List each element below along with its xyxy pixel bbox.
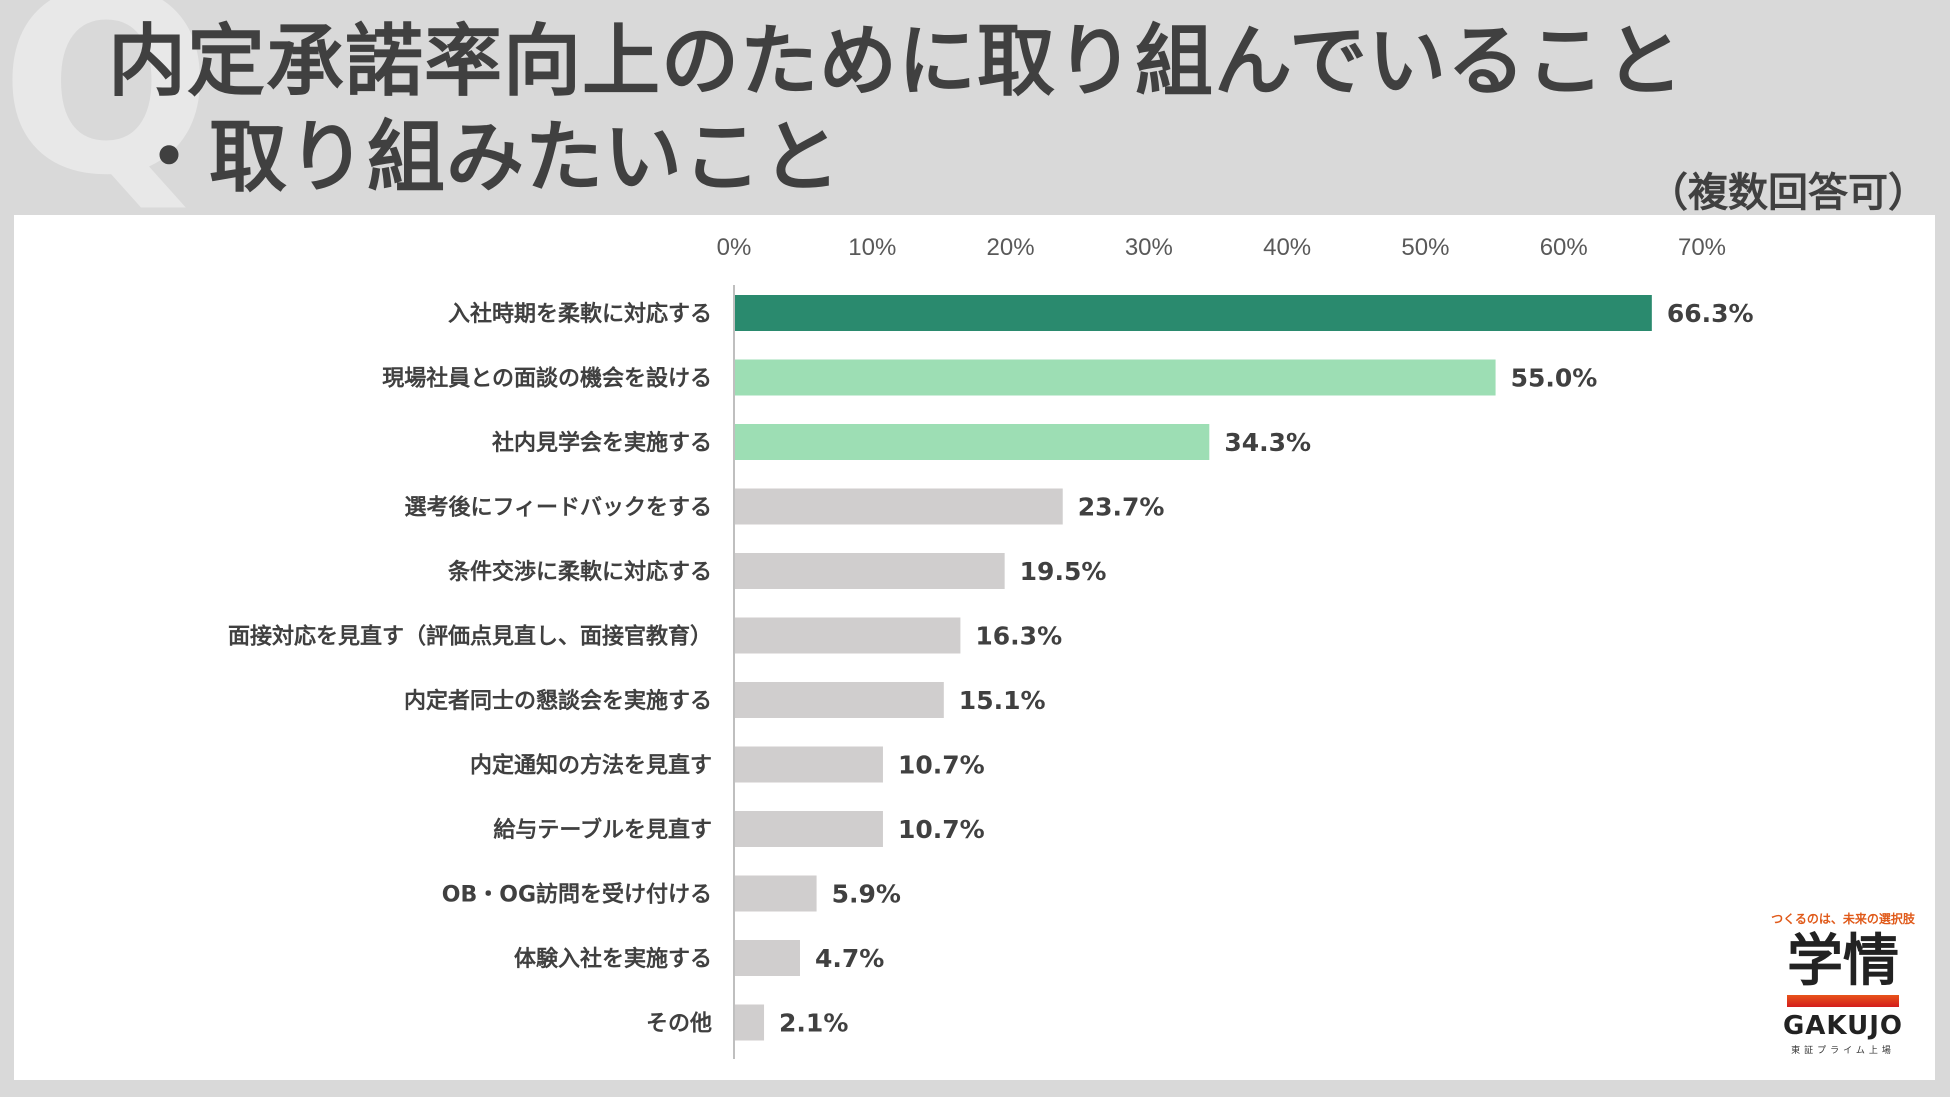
x-tick-label: 40% bbox=[1263, 234, 1311, 261]
logo-tagline: つくるのは、未来の選択肢 bbox=[1771, 912, 1915, 926]
category-label: 社内見学会を実施する bbox=[492, 430, 712, 456]
bar bbox=[735, 811, 883, 847]
multiple-answer-note: （複数回答可） bbox=[1648, 170, 1928, 216]
value-label: 10.7% bbox=[898, 751, 985, 780]
title-line-1: 内定承諾率向上のために取り組んでいること bbox=[108, 17, 1685, 107]
value-label: 15.1% bbox=[959, 686, 1046, 715]
value-label: 23.7% bbox=[1078, 493, 1165, 522]
x-tick-label: 50% bbox=[1401, 234, 1449, 261]
bar bbox=[735, 875, 817, 912]
bar bbox=[735, 940, 800, 976]
q-watermark: Q bbox=[0, 0, 213, 230]
chart-panel: 0% 10% 20% 30% 40% 50% 60% 70% 入社時期を柔軟に対応する 66.3%… bbox=[14, 215, 1935, 1080]
value-label: 16.3% bbox=[975, 622, 1062, 651]
logo-bar bbox=[1787, 995, 1899, 1007]
bar bbox=[735, 553, 1005, 589]
bar bbox=[735, 295, 1652, 331]
x-tick-label: 0% bbox=[717, 234, 752, 261]
x-tick-label: 30% bbox=[1125, 234, 1173, 261]
bar bbox=[735, 359, 1496, 396]
value-label: 66.3% bbox=[1667, 299, 1754, 328]
value-label: 2.1% bbox=[779, 1009, 848, 1038]
category-label: 選考後にフィードバックをする bbox=[404, 495, 712, 521]
category-label: 内定通知の方法を見直す bbox=[470, 753, 712, 779]
category-label: 入社時期を柔軟に対応する bbox=[448, 301, 712, 327]
category-label: その他 bbox=[646, 1012, 712, 1037]
value-label: 4.7% bbox=[815, 944, 884, 973]
category-label: 面接対応を見直す（評価点見直し、面接官教育） bbox=[228, 624, 712, 650]
bar bbox=[735, 488, 1063, 525]
title-line-2: ・取り組みたいこと bbox=[130, 113, 842, 203]
bar bbox=[735, 746, 883, 783]
bar bbox=[735, 424, 1210, 460]
x-tick-label: 10% bbox=[848, 234, 896, 261]
logo-english: GAKUJO bbox=[1782, 1011, 1904, 1041]
category-label: OB・OG訪問を受け付ける bbox=[442, 882, 712, 908]
category-label: 給与テーブルを見直す bbox=[493, 817, 712, 843]
page-title: 内定承諾率向上のために取り組んでいること ・取り組みたいこと bbox=[108, 14, 1684, 206]
value-label: 19.5% bbox=[1020, 557, 1107, 586]
value-label: 10.7% bbox=[898, 815, 985, 844]
logo-name: 学情 bbox=[1787, 929, 1899, 994]
x-tick-label: 60% bbox=[1540, 234, 1588, 261]
bar bbox=[735, 617, 961, 654]
x-tick-label: 20% bbox=[987, 234, 1035, 261]
logo-subtitle: 東証プライム上場 bbox=[1791, 1046, 1895, 1056]
bar bbox=[735, 682, 944, 718]
value-label: 55.0% bbox=[1511, 364, 1598, 393]
category-label: 条件交渉に柔軟に対応する bbox=[447, 559, 712, 585]
gakujo-logo: つくるのは、未来の選択肢 学情 GAKUJO 東証プライム上場 bbox=[1758, 910, 1928, 1056]
category-label: 現場社員との面談の機会を設ける bbox=[382, 366, 712, 392]
bar-chart: 0% 10% 20% 30% 40% 50% 60% 70% 入社時期を柔軟に対応する 66.3%… bbox=[228, 234, 1754, 1059]
x-tick-label: 70% bbox=[1678, 234, 1726, 261]
value-label: 34.3% bbox=[1224, 428, 1311, 457]
category-label: 内定者同士の懇談会を実施する bbox=[404, 688, 712, 714]
bar bbox=[735, 1004, 765, 1041]
category-label: 体験入社を実施する bbox=[514, 946, 712, 972]
value-label: 5.9% bbox=[832, 880, 901, 909]
